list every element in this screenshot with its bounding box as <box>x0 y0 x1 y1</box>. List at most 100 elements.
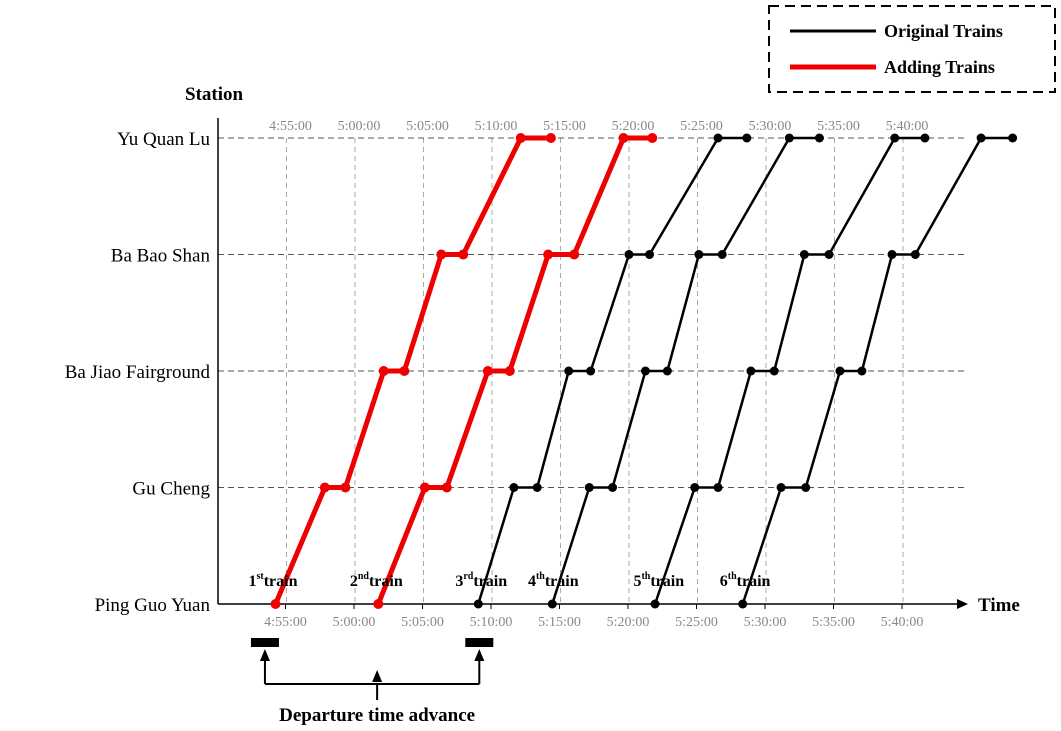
train-stop-point <box>920 133 930 143</box>
pointer-head <box>372 670 383 682</box>
train-stop-point <box>799 250 809 259</box>
station-label: Ba Jiao Fairground <box>65 362 211 383</box>
legend-box <box>768 5 1056 93</box>
legend: Original Trains Adding Trains <box>768 5 1056 93</box>
labels: Ping Guo Yuan Gu Cheng Ba Jiao Fairground B… <box>65 119 929 630</box>
train-stop-point <box>532 483 542 492</box>
train-stop-point <box>738 599 748 609</box>
y-axis-title: Station <box>185 84 244 105</box>
train-stop-point <box>890 133 900 143</box>
x-tick-label-top: 5:15:00 <box>543 119 586 134</box>
train-stop-point <box>776 483 786 492</box>
x-tick-label-bottom: 5:00:00 <box>333 615 376 630</box>
station-label: Ping Guo Yuan <box>95 595 211 616</box>
x-tick-label-top: 5:00:00 <box>338 119 381 134</box>
train-stop-point <box>608 483 618 492</box>
train-stop-point <box>662 366 672 376</box>
train-stop-point <box>270 599 281 609</box>
legend-label-original: Original Trains <box>884 21 1003 41</box>
train-stop-point <box>564 366 574 376</box>
train-stop-point <box>746 366 756 376</box>
train-stop-point <box>509 483 519 492</box>
train-stop-point <box>436 249 447 260</box>
train-stop-point <box>373 599 384 609</box>
train-stop-point <box>713 483 723 492</box>
x-axis-arrowhead <box>957 599 968 609</box>
x-tick-label-bottom: 4:55:00 <box>264 615 307 630</box>
train-stop-point <box>976 133 986 143</box>
x-tick-label-top: 5:30:00 <box>749 119 792 134</box>
train-stop-point <box>814 133 824 143</box>
x-tick-label-bottom: 5:25:00 <box>675 615 718 630</box>
departure-advance-annotation: Departure time advance <box>250 638 494 726</box>
train-stop-point <box>504 366 515 376</box>
train-stop-point <box>910 250 920 259</box>
x-axis-title: Time <box>978 595 1020 616</box>
train-stop-point <box>690 483 700 492</box>
x-tick-label-top: 5:40:00 <box>886 119 929 134</box>
x-tick-label-bottom: 5:15:00 <box>538 615 581 630</box>
x-tick-label-bottom: 5:20:00 <box>607 615 650 630</box>
train-stop-point <box>784 133 794 143</box>
train-stop-point <box>694 250 704 259</box>
train-stop-point <box>584 483 594 492</box>
train-stop-point <box>340 482 351 493</box>
x-tick-label-top: 5:05:00 <box>406 119 449 134</box>
train-stop-point <box>835 366 845 376</box>
start-marker <box>250 638 279 647</box>
train-stop-point <box>887 250 897 259</box>
train-stop-point <box>717 250 727 259</box>
x-tick-label-bottom: 5:05:00 <box>401 615 444 630</box>
station-label: Yu Quan Lu <box>117 129 210 150</box>
train-stop-point <box>441 482 452 493</box>
train-stop-point <box>857 366 867 376</box>
x-tick-label-bottom: 5:40:00 <box>881 615 924 630</box>
x-tick-label-top: 5:35:00 <box>817 119 860 134</box>
train-stop-point <box>713 133 723 143</box>
train-stop-point <box>482 366 493 376</box>
arrow-head-right <box>474 649 485 661</box>
train-stop-point <box>618 133 629 143</box>
train-stop-point <box>458 249 469 260</box>
arrow-head-left <box>259 649 270 661</box>
train-stop-point <box>399 366 410 376</box>
x-tick-label-bottom: 5:10:00 <box>470 615 513 630</box>
train-stop-point <box>640 366 650 376</box>
train-label: 6thtrain <box>720 571 771 590</box>
train-stop-point <box>543 249 554 260</box>
station-label: Ba Bao Shan <box>111 246 211 267</box>
end-marker <box>465 638 494 647</box>
train-label: 3rdtrain <box>455 571 507 590</box>
x-tick-label-top: 5:20:00 <box>612 119 655 134</box>
train-stop-point <box>742 133 752 143</box>
train-label: 5thtrain <box>633 571 684 590</box>
train-stop-point <box>378 366 389 376</box>
train-stop-point <box>569 249 580 260</box>
axes <box>217 118 968 609</box>
train-paths <box>270 133 1018 609</box>
x-tick-label-top: 5:10:00 <box>475 119 518 134</box>
train-stop-point <box>645 250 655 259</box>
x-tick-label-top: 5:25:00 <box>680 119 723 134</box>
legend-label-adding: Adding Trains <box>884 57 995 77</box>
train-stop-point <box>801 483 811 492</box>
train-stop-point <box>319 482 330 493</box>
train-stop-point <box>586 366 596 376</box>
train-stop-point <box>1008 133 1018 143</box>
x-tick-label-bottom: 5:35:00 <box>812 615 855 630</box>
annotation-label: Departure time advance <box>279 705 475 726</box>
train-stop-point <box>515 133 526 143</box>
train-stop-point <box>647 133 658 143</box>
train-stop-point <box>419 482 430 493</box>
x-tick-label-bottom: 5:30:00 <box>744 615 787 630</box>
station-label: Gu Cheng <box>132 479 210 500</box>
train-stop-point <box>650 599 660 609</box>
train-stop-point <box>473 599 483 609</box>
train-label: 2ndtrain <box>350 571 403 590</box>
train-stop-point <box>624 250 634 259</box>
train-label: 1sttrain <box>248 571 297 590</box>
train-stop-point <box>545 133 556 143</box>
train-stop-point <box>769 366 779 376</box>
train-stop-point <box>824 250 834 259</box>
